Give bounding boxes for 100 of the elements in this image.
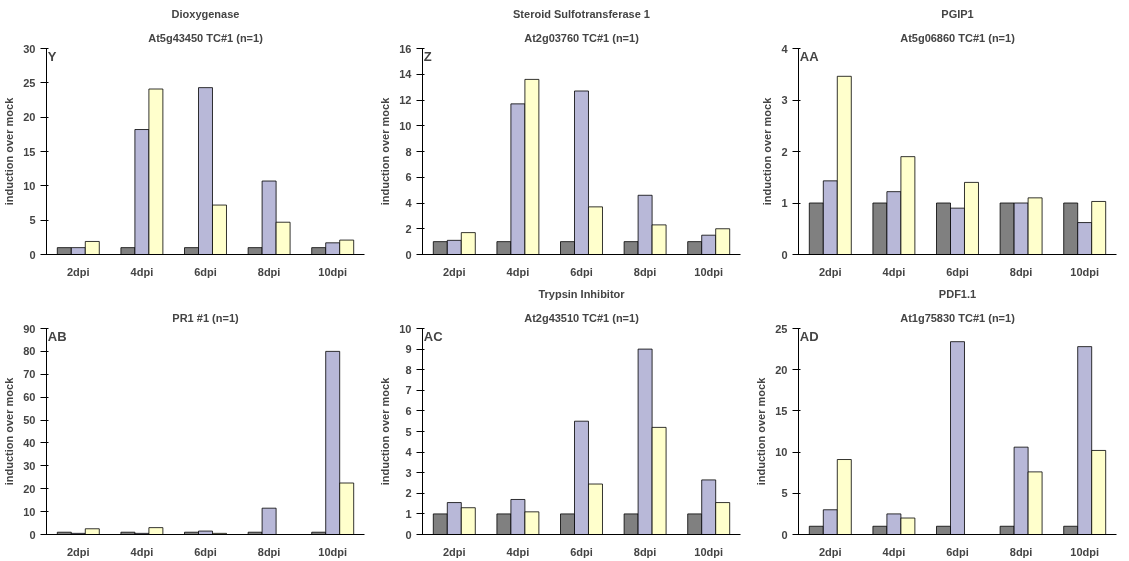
x-tick-label: 4dpi xyxy=(506,265,530,278)
y-tick-label: 1 xyxy=(781,197,788,209)
x-tick-label: 4dpi xyxy=(882,545,906,558)
y-tick-label: 5 xyxy=(405,425,412,438)
y-tick-label: 30 xyxy=(23,459,36,472)
x-tick-label: 6dpi xyxy=(194,265,217,278)
y-tick-label: 20 xyxy=(23,111,36,124)
y-tick-label: 6 xyxy=(405,171,412,184)
annotation: AA xyxy=(799,48,820,64)
y-tick-label: 14 xyxy=(399,68,413,81)
annotation: Z xyxy=(423,48,432,64)
y-tick-label: 15 xyxy=(775,404,788,417)
y-tick-label: 0 xyxy=(29,248,36,261)
x-tick-label: 6dpi xyxy=(946,265,969,278)
x-tick-label: 8dpi xyxy=(1009,265,1033,278)
x-tick-label: 2dpi xyxy=(66,265,90,278)
x-tick-label: 4dpi xyxy=(882,265,906,278)
y-tick-label: 1 xyxy=(405,507,412,520)
x-tick-label: 10dpi xyxy=(318,265,348,278)
y-tick-label: 4 xyxy=(781,42,789,55)
chart-title: Steroid Sulfotransferase 1 xyxy=(513,7,650,20)
x-tick-label: 8dpi xyxy=(257,545,281,558)
x-tick-label: 10dpi xyxy=(694,265,724,278)
y-tick-label: 40 xyxy=(23,436,36,449)
y-axis-title: induction over mock xyxy=(379,376,392,486)
y-tick-label: 7 xyxy=(405,384,412,397)
chart-title: Dioxygenase xyxy=(171,7,240,20)
y-tick-label: 5 xyxy=(781,487,788,500)
x-tick-label: 6dpi xyxy=(946,545,969,558)
chart-title: Trypsin Inhibitor xyxy=(538,287,626,300)
y-tick-label: 2 xyxy=(405,222,412,235)
x-tick-label: 4dpi xyxy=(130,265,154,278)
y-tick-label: 8 xyxy=(405,145,412,158)
chart-title: PDF1.1 xyxy=(938,287,977,300)
y-tick-label: 15 xyxy=(23,145,36,158)
y-tick-label: 30 xyxy=(23,42,36,55)
y-tick-label: 8 xyxy=(405,363,412,376)
x-tick-label: 10dpi xyxy=(318,545,348,558)
annotation: AB xyxy=(47,328,67,344)
y-tick-label: 90 xyxy=(23,322,36,335)
annotation: AD xyxy=(799,328,819,344)
x-tick-label: 6dpi xyxy=(570,265,593,278)
y-tick-label: 0 xyxy=(29,528,36,541)
y-tick-label: 12 xyxy=(399,94,412,106)
y-tick-label: 10 xyxy=(399,322,412,335)
y-tick-label: 0 xyxy=(405,248,412,261)
y-axis-title: induction over mock xyxy=(379,96,392,206)
y-tick-label: 20 xyxy=(775,363,788,376)
x-tick-label: 10dpi xyxy=(1070,265,1100,278)
y-tick-label: 9 xyxy=(405,343,412,356)
x-tick-label: 4dpi xyxy=(130,545,154,558)
x-tick-label: 10dpi xyxy=(1070,545,1100,558)
chart-subtitle: At5g43450 TC#1 (n=1) xyxy=(148,31,264,44)
annotation: Y xyxy=(47,48,57,64)
y-tick-label: 10 xyxy=(399,119,412,132)
y-tick-label: 2 xyxy=(781,145,788,158)
y-tick-label: 0 xyxy=(405,528,412,541)
y-axis-title: induction over mock xyxy=(3,376,16,486)
x-tick-label: 2dpi xyxy=(442,545,466,558)
y-tick-label: 50 xyxy=(23,414,36,427)
y-tick-label: 2 xyxy=(405,487,412,500)
y-tick-label: 60 xyxy=(23,391,36,404)
y-axis-title: induction over mock xyxy=(761,96,774,206)
y-tick-label: 3 xyxy=(781,94,788,106)
y-tick-label: 4 xyxy=(405,446,413,459)
y-tick-label: 6 xyxy=(405,404,412,417)
chart-subtitle: At5g06860 TC#1 (n=1) xyxy=(900,31,1016,44)
x-tick-label: 10dpi xyxy=(694,545,724,558)
x-tick-label: 8dpi xyxy=(257,265,281,278)
chart-title: PR1 #1 (n=1) xyxy=(172,311,239,324)
y-axis-title: induction over mock xyxy=(755,376,768,486)
x-tick-label: 6dpi xyxy=(570,545,593,558)
x-tick-label: 8dpi xyxy=(633,265,657,278)
y-tick-label: 70 xyxy=(23,368,36,381)
y-tick-label: 0 xyxy=(781,248,788,261)
y-axis-title: induction over mock xyxy=(3,96,16,206)
y-tick-label: 25 xyxy=(775,322,788,335)
y-tick-label: 4 xyxy=(405,197,413,209)
y-tick-label: 25 xyxy=(23,76,36,89)
x-tick-label: 2dpi xyxy=(818,265,842,278)
y-tick-label: 10 xyxy=(23,505,36,518)
chart-title: PGIP1 xyxy=(941,7,974,20)
annotation: AC xyxy=(423,328,444,344)
y-tick-label: 10 xyxy=(23,179,36,192)
x-tick-label: 2dpi xyxy=(66,545,90,558)
y-tick-label: 5 xyxy=(29,214,36,227)
y-tick-label: 10 xyxy=(775,446,788,459)
x-tick-label: 4dpi xyxy=(506,545,530,558)
chart-subtitle: At1g75830 TC#1 (n=1) xyxy=(900,311,1016,324)
x-tick-label: 8dpi xyxy=(633,545,657,558)
chart-subtitle: At2g43510 TC#1 (n=1) xyxy=(524,311,640,324)
chart-subtitle: At2g03760 TC#1 (n=1) xyxy=(524,31,640,44)
y-tick-label: 0 xyxy=(781,528,788,541)
y-tick-label: 3 xyxy=(405,466,412,479)
x-tick-label: 2dpi xyxy=(818,545,842,558)
y-tick-label: 16 xyxy=(399,42,412,55)
x-tick-label: 8dpi xyxy=(1009,545,1033,558)
x-tick-label: 2dpi xyxy=(442,265,466,278)
y-tick-label: 80 xyxy=(23,345,36,358)
y-tick-label: 20 xyxy=(23,482,36,495)
